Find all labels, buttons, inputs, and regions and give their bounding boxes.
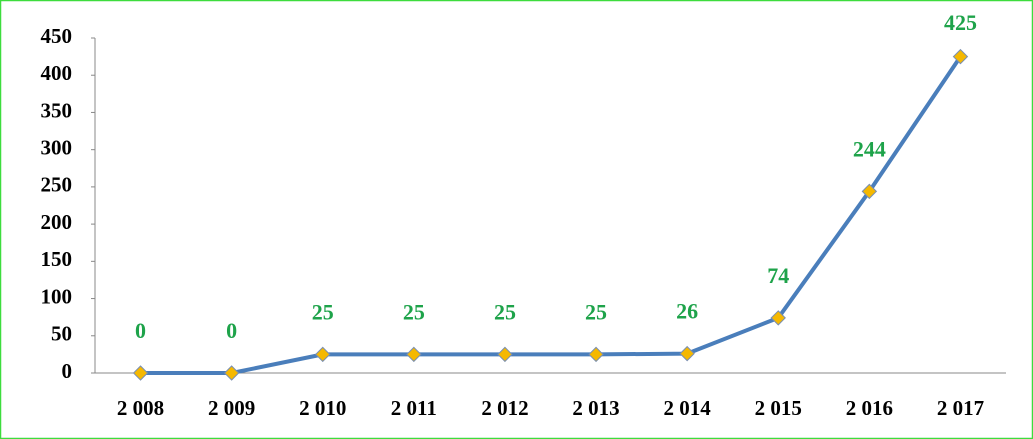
y-tick-label: 400 — [41, 61, 73, 85]
y-tick-label: 150 — [41, 247, 73, 271]
x-tick-label: 2 008 — [117, 396, 164, 420]
data-marker — [861, 183, 878, 200]
x-tick-label: 2 015 — [755, 396, 802, 420]
y-tick-label: 250 — [41, 173, 73, 197]
data-label: 25 — [494, 299, 516, 324]
data-label: 25 — [312, 299, 334, 324]
y-tick-label: 350 — [41, 98, 73, 122]
x-tick-label: 2 014 — [664, 396, 712, 420]
y-tick-label: 0 — [62, 359, 73, 383]
y-tick-label: 200 — [41, 210, 73, 234]
y-tick-label: 100 — [41, 284, 73, 308]
x-tick-label: 2 009 — [208, 396, 255, 420]
data-label: 244 — [853, 136, 886, 161]
data-label: 425 — [944, 10, 977, 35]
data-marker — [315, 346, 331, 363]
data-marker — [132, 365, 149, 381]
x-tick-label: 2 013 — [572, 396, 619, 420]
data-marker — [679, 345, 695, 362]
data-marker — [952, 48, 969, 65]
x-tick-label: 2 011 — [391, 396, 437, 420]
data-marker — [770, 310, 786, 326]
x-tick-label: 2 017 — [937, 396, 984, 420]
y-tick-label: 300 — [41, 135, 73, 159]
data-marker — [588, 346, 604, 363]
data-label: 0 — [135, 318, 146, 343]
data-label: 26 — [676, 299, 698, 324]
x-tick-label: 2 012 — [481, 396, 528, 420]
x-tick-label: 2 010 — [299, 396, 346, 420]
data-line — [140, 55, 963, 375]
data-marker — [223, 365, 240, 381]
data-label: 25 — [403, 299, 425, 324]
data-marker — [406, 346, 422, 363]
data-label: 74 — [767, 263, 789, 288]
x-tick-label: 2 016 — [846, 396, 893, 420]
data-label: 25 — [585, 299, 607, 324]
y-tick-label: 50 — [51, 322, 72, 346]
data-label: 0 — [226, 318, 237, 343]
y-tick-label: 450 — [41, 24, 73, 48]
data-marker — [497, 346, 513, 363]
